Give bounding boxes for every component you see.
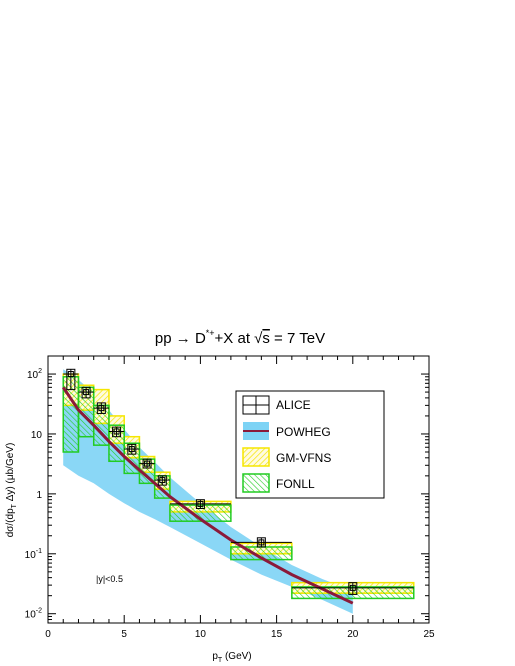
- alice-marker-0: [67, 371, 74, 378]
- plot-area: [61, 368, 415, 614]
- alice-marker-8: [258, 539, 265, 546]
- alice-point-3: [108, 426, 125, 438]
- x-axis-title: pT (GeV): [212, 651, 251, 664]
- legend-label-powheg: POWHEG: [276, 425, 331, 439]
- alice-marker-2: [98, 405, 105, 412]
- legend-marker-gmvfns: [242, 447, 270, 467]
- x-tick-label-0: 0: [45, 629, 51, 640]
- alice-marker-5: [144, 460, 151, 467]
- x-tick-label-3: 15: [271, 629, 283, 640]
- legend-entry-alice: ALICE: [242, 395, 311, 415]
- y-tick-label-4: 102: [27, 368, 42, 381]
- plot-frame: [47, 355, 430, 624]
- y-tick-label-3: 10: [31, 430, 43, 441]
- alice-point-0: [63, 368, 79, 391]
- alice-marker-6: [159, 477, 166, 484]
- alice-marker-1: [83, 389, 90, 396]
- alice-marker-9: [349, 584, 356, 591]
- legend-label-fonll: FONLL: [276, 477, 315, 491]
- legend-marker-fonll: [242, 473, 270, 493]
- alice-point-9: [291, 582, 414, 595]
- y-axis-title: dσ/(dpT Δy) (μb/GeV): [5, 443, 18, 538]
- alice-point-5: [139, 458, 155, 469]
- chart-title: pp → D*++X at √s = 7 TeV: [155, 328, 325, 347]
- legend: ALICE POWHEG GM-VFNS FONLL: [235, 390, 385, 499]
- y-tick-label-1: 10-1: [25, 548, 42, 561]
- alice-marker-7: [197, 500, 204, 507]
- alice-marker-3: [113, 428, 120, 435]
- alice-point-7: [169, 499, 231, 510]
- x-tick-label-2: 10: [195, 629, 207, 640]
- x-tick-label-1: 5: [121, 629, 127, 640]
- legend-label-gmvfns: GM-VFNS: [276, 451, 331, 465]
- legend-entry-powheg: POWHEG: [243, 422, 331, 440]
- legend-entry-gmvfns: GM-VFNS: [242, 447, 331, 467]
- x-tick-label-5: 25: [423, 629, 435, 640]
- alice-marker-4: [128, 446, 135, 453]
- alice-point-4: [124, 443, 140, 455]
- alice-point-6: [154, 475, 170, 486]
- alice-point-2: [93, 402, 109, 414]
- annotation-rapidity: |y|<0.5: [96, 574, 123, 584]
- y-tick-label-0: 10-2: [25, 608, 42, 621]
- legend-entry-fonll: FONLL: [242, 473, 315, 493]
- axes: 0 5 10 15 20 25 10-2 10-1 1 10 102: [25, 355, 435, 640]
- alice-point-8: [230, 537, 292, 548]
- y-tick-label-2: 1: [36, 490, 42, 501]
- alice-point-1: [78, 386, 94, 399]
- x-tick-label-4: 20: [347, 629, 359, 640]
- legend-label-alice: ALICE: [276, 398, 311, 412]
- powheg-central-line: [61, 386, 354, 605]
